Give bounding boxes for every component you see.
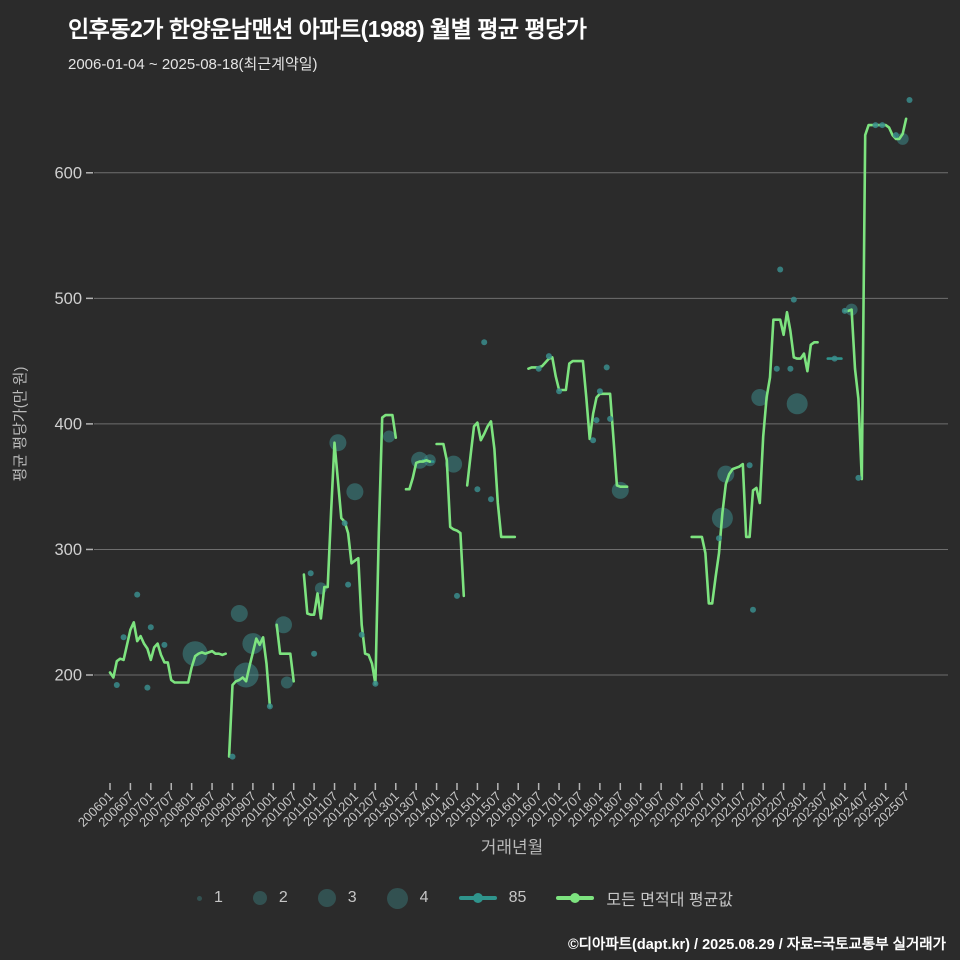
- transaction-dot: [593, 417, 600, 424]
- transaction-dot: [120, 634, 127, 641]
- transaction-dot: [454, 592, 460, 599]
- transaction-bubble: [786, 393, 808, 415]
- transaction-dot: [229, 753, 236, 760]
- legend-label: 3: [347, 889, 357, 906]
- transaction-dot: [266, 703, 273, 710]
- legend-label: 1: [213, 889, 223, 906]
- transaction-dot: [787, 365, 794, 372]
- transaction-dot: [161, 641, 168, 648]
- date-range-subtitle: 2006-01-04 ~ 2025-08-18(최근계약일): [68, 56, 318, 73]
- transaction-dot: [307, 570, 314, 577]
- legend-bubble-size-2[interactable]: 2: [252, 889, 318, 907]
- y-tick-label: 400: [54, 415, 82, 433]
- transaction-bubble: [346, 483, 364, 501]
- series-line: [465, 420, 517, 539]
- bubble-size-icon: [317, 889, 336, 907]
- credit-footer: ©디아파트(dapt.kr) / 2025.08.29 / 자료=국토교통부 실…: [567, 937, 946, 953]
- y-tick-label: 300: [54, 541, 82, 559]
- legend-label: 2: [278, 889, 288, 906]
- series-line: [527, 356, 629, 488]
- legend-label: 85: [508, 889, 527, 906]
- transaction-bubble: [751, 389, 769, 406]
- transaction-dot: [750, 606, 756, 613]
- series-line-icon: [556, 893, 595, 903]
- transaction-dot: [790, 296, 797, 303]
- page-title: 인후동2가 한양운남맨션 아파트(1988) 월별 평균 평당가: [68, 16, 587, 42]
- transaction-bubble: [611, 481, 629, 499]
- transaction-bubble: [233, 662, 259, 688]
- legend-bubble-size-3[interactable]: 3: [317, 889, 387, 907]
- legend-bubble-size-4[interactable]: 4: [386, 887, 459, 909]
- transaction-dot: [535, 365, 542, 372]
- transaction-bubble: [896, 132, 909, 145]
- series-line: [404, 459, 432, 491]
- transaction-dot: [607, 415, 614, 422]
- chart-header: 인후동2가 한양운남맨션 아파트(1988) 월별 평균 평당가 2006-01…: [68, 10, 587, 74]
- transaction-dot: [855, 474, 862, 481]
- series-line: [302, 413, 398, 686]
- transaction-dot: [831, 355, 838, 362]
- legend-bubble-size-1[interactable]: 1: [196, 889, 253, 907]
- transaction-dot: [358, 631, 365, 638]
- transaction-bubble: [230, 605, 248, 622]
- series-line: [108, 621, 227, 684]
- transaction-dot: [134, 591, 141, 598]
- transaction-bubble: [383, 430, 395, 443]
- transaction-dot: [906, 97, 913, 103]
- series-line: [227, 636, 272, 758]
- y-axis-title: 평균 평당가(만 원): [12, 367, 29, 482]
- transaction-dot: [545, 353, 552, 360]
- transaction-dot: [777, 266, 784, 273]
- series-line: [435, 442, 466, 598]
- transaction-bubble: [717, 465, 735, 483]
- transaction-dot: [773, 365, 780, 372]
- legend-label: 모든 면적대 평균값: [606, 892, 734, 909]
- transaction-dot: [311, 650, 318, 657]
- transaction-dot: [481, 339, 488, 346]
- series-line: [690, 310, 819, 605]
- transaction-dot: [488, 496, 494, 503]
- transaction-bubble: [242, 633, 264, 655]
- legend-series-85[interactable]: 85: [458, 889, 557, 907]
- transaction-dot: [345, 581, 352, 588]
- transaction-dot: [113, 682, 120, 688]
- transaction-bubble: [280, 676, 293, 689]
- transaction-dot: [841, 307, 848, 314]
- bubble-size-icon: [252, 891, 267, 905]
- legend-label: 4: [419, 889, 429, 906]
- transaction-bubble: [275, 616, 292, 634]
- bubble-size-icon: [196, 895, 202, 901]
- transaction-dot: [147, 624, 154, 631]
- transaction-dot: [879, 122, 886, 129]
- transaction-dot: [556, 388, 563, 395]
- transaction-dot: [596, 388, 603, 395]
- legend-series-모든 면적대 평균값[interactable]: 모든 면적대 평균값: [556, 886, 763, 910]
- series-line: [275, 623, 295, 683]
- transaction-dot: [872, 122, 879, 129]
- transaction-dot: [341, 520, 348, 527]
- transaction-dot: [144, 684, 151, 691]
- transaction-dot: [716, 535, 722, 542]
- transaction-dot: [372, 680, 379, 687]
- chart-legend: 1 2 3 4 85 모든 면적대 평균값: [0, 886, 960, 910]
- y-tick-label: 500: [54, 290, 82, 308]
- transaction-dot: [892, 132, 899, 139]
- transaction-bubble: [182, 641, 208, 667]
- transaction-dot: [746, 462, 753, 469]
- y-tick-label: 200: [54, 667, 82, 685]
- transaction-bubble: [329, 434, 347, 452]
- x-axis-title: 거래년월: [481, 838, 544, 857]
- transaction-dot: [474, 486, 481, 493]
- transaction-bubble: [445, 455, 463, 473]
- bubble-size-icon: [386, 887, 408, 909]
- series-line-icon: [458, 893, 497, 903]
- transaction-dot: [590, 437, 597, 444]
- transaction-dot: [603, 364, 610, 371]
- y-tick-label: 600: [54, 164, 82, 182]
